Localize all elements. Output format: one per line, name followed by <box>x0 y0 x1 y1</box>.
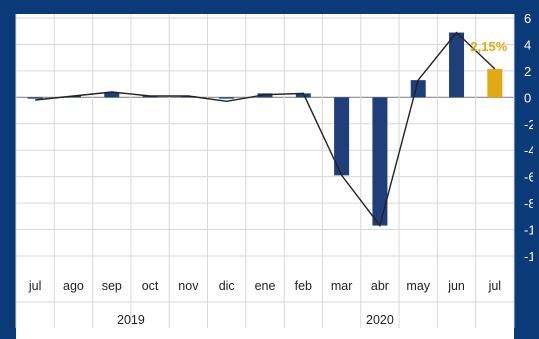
x-tick-label: dic <box>219 279 235 293</box>
x-tick-label: ene <box>255 279 276 293</box>
bar <box>295 93 311 98</box>
y-tick-label: -2 <box>524 117 533 132</box>
x-tick-label: oct <box>142 279 159 293</box>
x-tick-label: jun <box>447 279 465 293</box>
chart-frame: 2,15% 6 4 2 0 -2 -4 -6 -8 -10 -12 jul ago sep oct nov… <box>6 6 533 339</box>
gridlines <box>15 14 515 328</box>
bar <box>487 68 503 98</box>
bar <box>27 97 43 99</box>
bar-line-chart: 2,15% 6 4 2 0 -2 -4 -6 -8 -10 -12 jul ago sep oct nov… <box>15 11 533 328</box>
x-axis: jul ago sep oct nov dic ene feb mar abr may jun jul 2… <box>16 279 514 327</box>
y-tick-label: 6 <box>524 11 531 26</box>
x-tick-label: mar <box>331 279 353 293</box>
x-group-label: 2019 <box>117 313 145 327</box>
data-labels: 2,15% <box>470 39 507 54</box>
y-tick-label: 4 <box>524 37 531 52</box>
y-axis: 6 4 2 0 -2 -4 -6 -8 -10 -12 <box>524 11 533 264</box>
x-tick-label: abr <box>371 279 389 293</box>
x-tick-label: nov <box>178 279 199 293</box>
x-group-label: 2020 <box>366 313 394 327</box>
x-tick-label: sep <box>102 279 122 293</box>
y-tick-label: -10 <box>524 223 533 238</box>
y-tick-label: -6 <box>524 170 533 185</box>
line-series <box>35 31 496 228</box>
bar <box>372 97 388 226</box>
y-tick-label: -8 <box>524 196 533 211</box>
trend-line <box>35 31 496 228</box>
bar-series <box>27 32 503 226</box>
bar <box>219 97 235 99</box>
bar <box>104 92 120 98</box>
y-tick-label: -12 <box>524 249 533 264</box>
x-tick-label: jul <box>28 279 42 293</box>
y-tick-label: 2 <box>524 64 531 79</box>
bar <box>449 32 465 98</box>
y-tick-label: 0 <box>524 90 531 105</box>
x-tick-label: may <box>406 279 430 293</box>
x-tick-label: feb <box>295 279 312 293</box>
y-tick-label: -4 <box>524 143 533 158</box>
x-tick-label: jul <box>488 279 502 293</box>
bar <box>334 97 350 176</box>
highlight-data-label: 2,15% <box>470 39 507 54</box>
x-tick-label: ago <box>63 279 84 293</box>
